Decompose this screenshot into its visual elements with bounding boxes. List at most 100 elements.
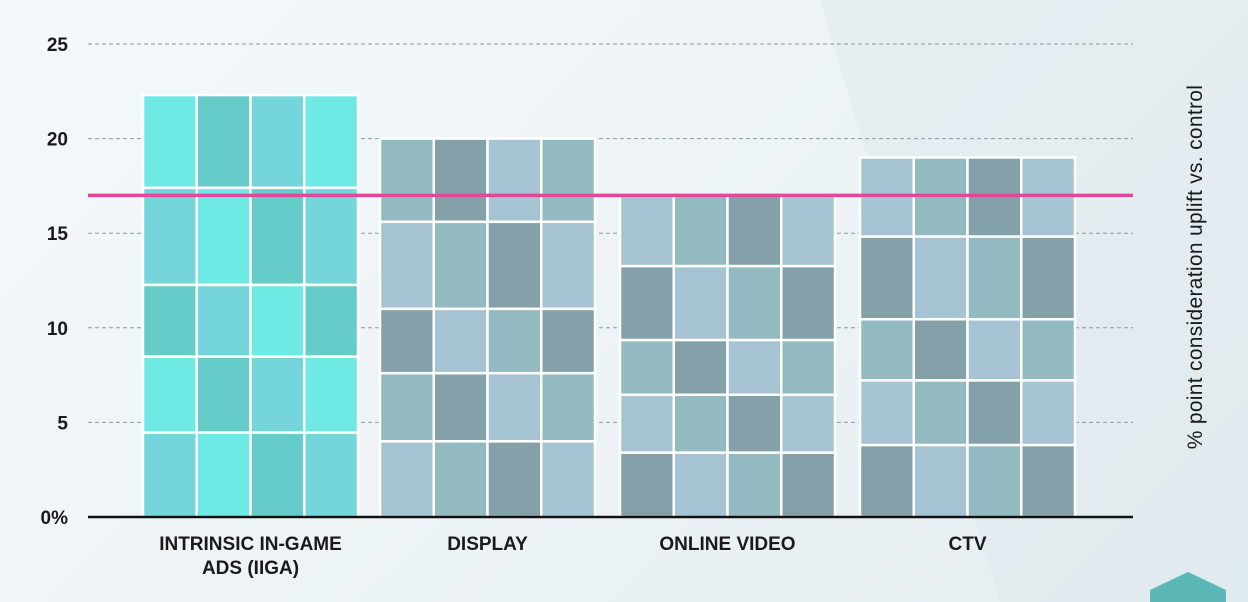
bar-block	[432, 371, 489, 443]
bar	[141, 93, 360, 519]
bar-block	[432, 307, 489, 375]
bar-block	[540, 371, 597, 443]
bar-block	[858, 235, 915, 321]
bar-block	[378, 371, 435, 443]
bar-block	[618, 451, 675, 519]
bar-block	[780, 338, 837, 397]
y-tick-label: 20	[47, 130, 68, 151]
bar-block	[195, 186, 252, 287]
bar-block	[141, 283, 198, 358]
bar-block	[618, 338, 675, 397]
x-category-label: INTRINSIC IN-GAME ADS (IIGA)	[159, 534, 342, 579]
bar-block	[540, 220, 597, 311]
bar-block	[672, 338, 729, 397]
bar-block	[780, 451, 837, 519]
y-tick-label: 25	[47, 35, 69, 56]
bar-block	[726, 264, 783, 342]
bar-block	[618, 264, 675, 342]
bar-block	[726, 451, 783, 519]
bar-block	[1020, 379, 1077, 447]
bar-block	[540, 440, 597, 519]
bar-block	[726, 194, 783, 268]
bar-block	[432, 137, 489, 224]
x-category-label-line: INTRINSIC IN-GAME	[159, 534, 342, 555]
bar-block	[858, 379, 915, 447]
bar-block	[618, 393, 675, 454]
x-category-label-line: CTV	[949, 534, 987, 555]
bar-block	[540, 307, 597, 375]
bar-block	[249, 283, 306, 358]
bar-block	[618, 194, 675, 268]
y-tick-label: 15	[47, 224, 69, 245]
bar-block	[378, 137, 435, 224]
bar-block	[141, 93, 198, 190]
bar-block	[432, 220, 489, 311]
bar-block	[672, 393, 729, 454]
bar-block	[141, 431, 198, 519]
bar-block	[726, 393, 783, 454]
bar-block	[249, 355, 306, 434]
x-category-label: ONLINE VIDEO	[659, 534, 795, 555]
bar-block	[378, 220, 435, 311]
y-tick-label: 0%	[41, 508, 69, 529]
bar-block	[672, 194, 729, 268]
bar-block	[966, 318, 1023, 382]
bar-block	[672, 451, 729, 519]
bar-block	[966, 379, 1023, 447]
bar-block	[540, 137, 597, 224]
bar-block	[912, 235, 969, 321]
corner-logo-shape	[1150, 572, 1226, 602]
bar-block	[486, 137, 543, 224]
labels: 0% 5 10 15 20 25 INTRINSIC IN-GAME ADS (IIGA) DI…	[41, 35, 1207, 579]
x-category-label-line: DISPLAY	[447, 534, 528, 555]
bar-block	[966, 235, 1023, 321]
y-tick-label: 5	[57, 413, 68, 434]
x-category-label-line: ADS (IIGA)	[202, 558, 299, 579]
bar-block	[858, 443, 915, 519]
bar-block	[1020, 235, 1077, 321]
bar-block	[780, 264, 837, 342]
bar	[858, 156, 1077, 519]
bar-block	[858, 318, 915, 382]
bar-block	[303, 431, 360, 519]
bar-block	[912, 443, 969, 519]
bar	[378, 137, 597, 519]
bar-block	[486, 220, 543, 311]
bar-block	[432, 440, 489, 519]
bar-block	[486, 371, 543, 443]
bar-block	[378, 440, 435, 519]
bar-block	[141, 186, 198, 287]
x-category-label: CTV	[949, 534, 987, 555]
bar-block	[195, 93, 252, 190]
bar-block	[486, 307, 543, 375]
bar-block	[195, 431, 252, 519]
bar-block	[249, 431, 306, 519]
bar-block	[249, 93, 306, 190]
bar-block	[303, 186, 360, 287]
bar-block	[672, 264, 729, 342]
bar-block	[141, 355, 198, 434]
bar-block	[195, 355, 252, 434]
bar-block	[912, 379, 969, 447]
bars	[141, 93, 1077, 519]
bar-block	[303, 283, 360, 358]
x-category-label-line: ONLINE VIDEO	[659, 534, 795, 555]
bar-block	[780, 393, 837, 454]
bar-block	[195, 283, 252, 358]
y-axis-label: % point consideration uplift vs. control	[1184, 85, 1207, 450]
x-category-label: DISPLAY	[447, 534, 528, 555]
bar-block	[486, 440, 543, 519]
bar-block	[780, 194, 837, 268]
bar-block	[726, 338, 783, 397]
bar-block	[1020, 318, 1077, 382]
bar	[618, 194, 837, 519]
bar-block	[303, 93, 360, 190]
bar-block	[378, 307, 435, 375]
bar-block	[912, 318, 969, 382]
bar-block	[1020, 443, 1077, 519]
bar-block	[249, 186, 306, 287]
bar-block	[966, 443, 1023, 519]
y-tick-label: 10	[47, 319, 68, 340]
bar-block	[303, 355, 360, 434]
